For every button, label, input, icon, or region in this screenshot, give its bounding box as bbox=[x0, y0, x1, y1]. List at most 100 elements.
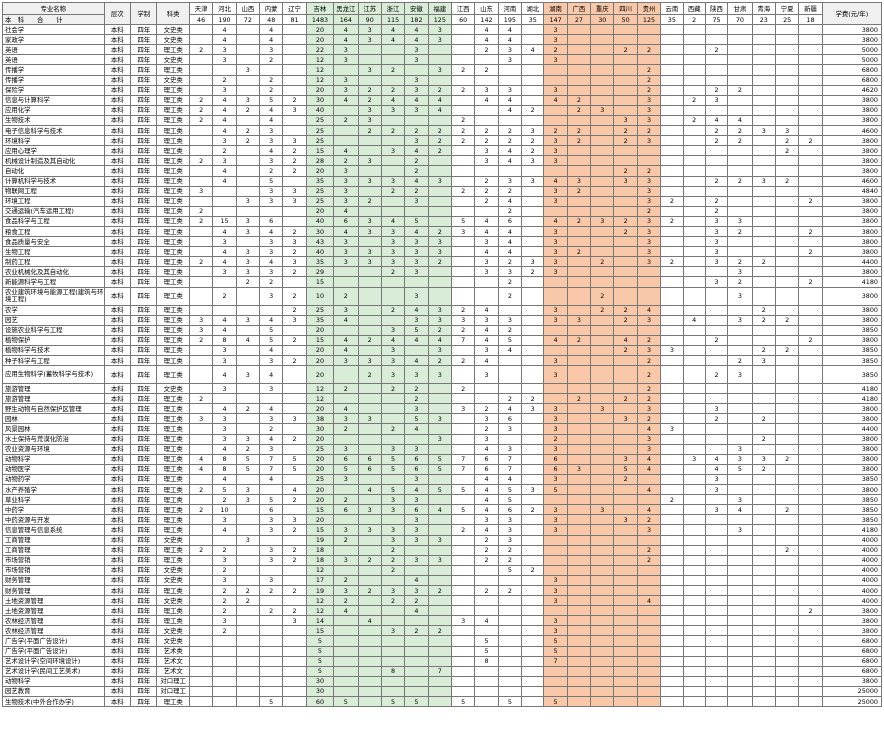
region-header: 甘肃 bbox=[727, 2, 753, 15]
quota-cell: 2 bbox=[521, 266, 545, 278]
quota-cell: 4 bbox=[474, 484, 499, 496]
quota-cell bbox=[450, 494, 476, 506]
quota-cell: 2 bbox=[774, 504, 800, 516]
quota-cell: 3 bbox=[404, 135, 429, 147]
quota-cell bbox=[427, 605, 452, 617]
quota-cell bbox=[727, 236, 753, 248]
quota-cell bbox=[404, 615, 429, 627]
quota-cell bbox=[450, 44, 476, 56]
quota-cell bbox=[212, 655, 237, 667]
quota-cell bbox=[566, 544, 592, 556]
quota-cell bbox=[590, 324, 615, 336]
quota-cell bbox=[235, 84, 261, 96]
quota-cell: 4 bbox=[333, 403, 359, 415]
quota-cell bbox=[682, 584, 706, 597]
quota-cell: 3 bbox=[521, 155, 545, 167]
quota-cell bbox=[235, 74, 261, 86]
quota-cell bbox=[751, 205, 776, 217]
category-cell: 文史类 bbox=[156, 383, 190, 395]
level-cell: 本科 bbox=[103, 114, 132, 127]
category-cell: 文史类 bbox=[156, 595, 190, 607]
duration-cell: 四年 bbox=[130, 84, 158, 96]
quota-cell: 2 bbox=[474, 175, 499, 187]
quota-cell: 18 bbox=[305, 544, 335, 556]
quota-cell bbox=[751, 34, 776, 46]
quota-cell bbox=[259, 665, 284, 677]
quota-cell bbox=[704, 383, 729, 395]
major-name: 艺术设计学(空间环境设计) bbox=[2, 655, 105, 667]
quota-cell: 2 bbox=[282, 544, 307, 556]
quota-cell: 2 bbox=[798, 225, 823, 238]
quota-cell bbox=[751, 574, 776, 586]
quota-cell: 2 bbox=[404, 625, 429, 637]
level-cell: 本科 bbox=[103, 125, 132, 137]
quota-cell bbox=[404, 685, 429, 698]
quota-cell bbox=[727, 165, 753, 177]
region-total: 115 bbox=[380, 13, 406, 26]
level-cell: 本科 bbox=[103, 453, 132, 465]
quota-cell bbox=[682, 54, 706, 66]
quota-cell bbox=[704, 554, 729, 566]
quota-cell bbox=[727, 514, 753, 526]
region-header: 青海 bbox=[751, 2, 776, 15]
table-row: 园艺 本科 四年 理工类 3 4 3 4 3 35 4 3 3 3 3 3 3 3 2 3 4 3 2 2 3800 bbox=[2, 314, 883, 326]
quota-cell: 28 bbox=[305, 155, 335, 167]
quota-cell: 3 bbox=[404, 54, 429, 66]
quota-cell bbox=[235, 155, 261, 167]
quota-cell: 3 bbox=[357, 155, 382, 167]
quota-cell: 7 bbox=[450, 334, 476, 346]
quota-cell bbox=[333, 433, 359, 445]
quota-cell bbox=[380, 135, 406, 147]
quota-cell bbox=[188, 433, 214, 445]
quota-cell: 4 bbox=[404, 94, 429, 106]
quota-cell: 4 bbox=[636, 484, 662, 496]
quota-cell: 3 bbox=[543, 413, 568, 425]
quota-cell bbox=[751, 473, 776, 486]
quota-cell: 3 bbox=[450, 314, 476, 326]
quota-cell bbox=[590, 145, 615, 157]
duration-cell: 四年 bbox=[130, 185, 158, 197]
quota-cell bbox=[751, 584, 776, 597]
quota-cell bbox=[235, 544, 261, 556]
fee-cell: 3800 bbox=[821, 135, 883, 147]
category-cell: 理工类 bbox=[156, 145, 190, 157]
quota-cell: 3 bbox=[235, 484, 261, 496]
quota-cell: 2 bbox=[450, 114, 476, 127]
quota-cell: 2 bbox=[282, 304, 307, 316]
major-name: 动物科学 bbox=[2, 453, 105, 465]
duration-cell: 四年 bbox=[130, 443, 158, 455]
region-total: 18 bbox=[798, 13, 823, 26]
table-row: 植物科学与技术 本科 四年 理工类 3 4 20 4 3 3 3 4 2 3 3 2 2 3850 bbox=[2, 344, 883, 357]
category-cell: 理工类 bbox=[156, 44, 190, 56]
duration-cell: 四年 bbox=[130, 34, 158, 46]
quota-cell bbox=[798, 286, 823, 306]
quota-cell: 3 bbox=[636, 195, 662, 207]
quota-cell bbox=[636, 574, 662, 586]
quota-cell bbox=[521, 494, 545, 506]
level-cell: 本科 bbox=[103, 615, 132, 627]
duration-cell: 四年 bbox=[130, 165, 158, 177]
quota-cell bbox=[727, 195, 753, 207]
quota-cell: 3 bbox=[727, 443, 753, 455]
quota-cell: 3 bbox=[282, 236, 307, 248]
quota-cell: 5 bbox=[427, 453, 452, 465]
quota-cell bbox=[774, 236, 800, 248]
quota-cell bbox=[727, 44, 753, 56]
quota-cell bbox=[613, 403, 638, 415]
quota-cell bbox=[660, 205, 684, 217]
quota-cell bbox=[613, 655, 638, 667]
quota-cell bbox=[497, 675, 523, 687]
quota-cell: 2 bbox=[474, 544, 499, 556]
quota-cell: 2 bbox=[427, 225, 452, 238]
quota-cell: 2 bbox=[427, 584, 452, 597]
quota-cell: 3 bbox=[235, 225, 261, 238]
quota-cell: 3 bbox=[282, 195, 307, 207]
quota-cell: 2 bbox=[282, 94, 307, 106]
quota-cell bbox=[450, 266, 476, 278]
quota-cell bbox=[259, 304, 284, 316]
quota-cell: 2 bbox=[704, 135, 729, 147]
category-cell: 理工类 bbox=[156, 433, 190, 445]
quota-cell bbox=[682, 125, 706, 137]
quota-cell bbox=[474, 276, 499, 288]
quota-cell bbox=[660, 84, 684, 96]
